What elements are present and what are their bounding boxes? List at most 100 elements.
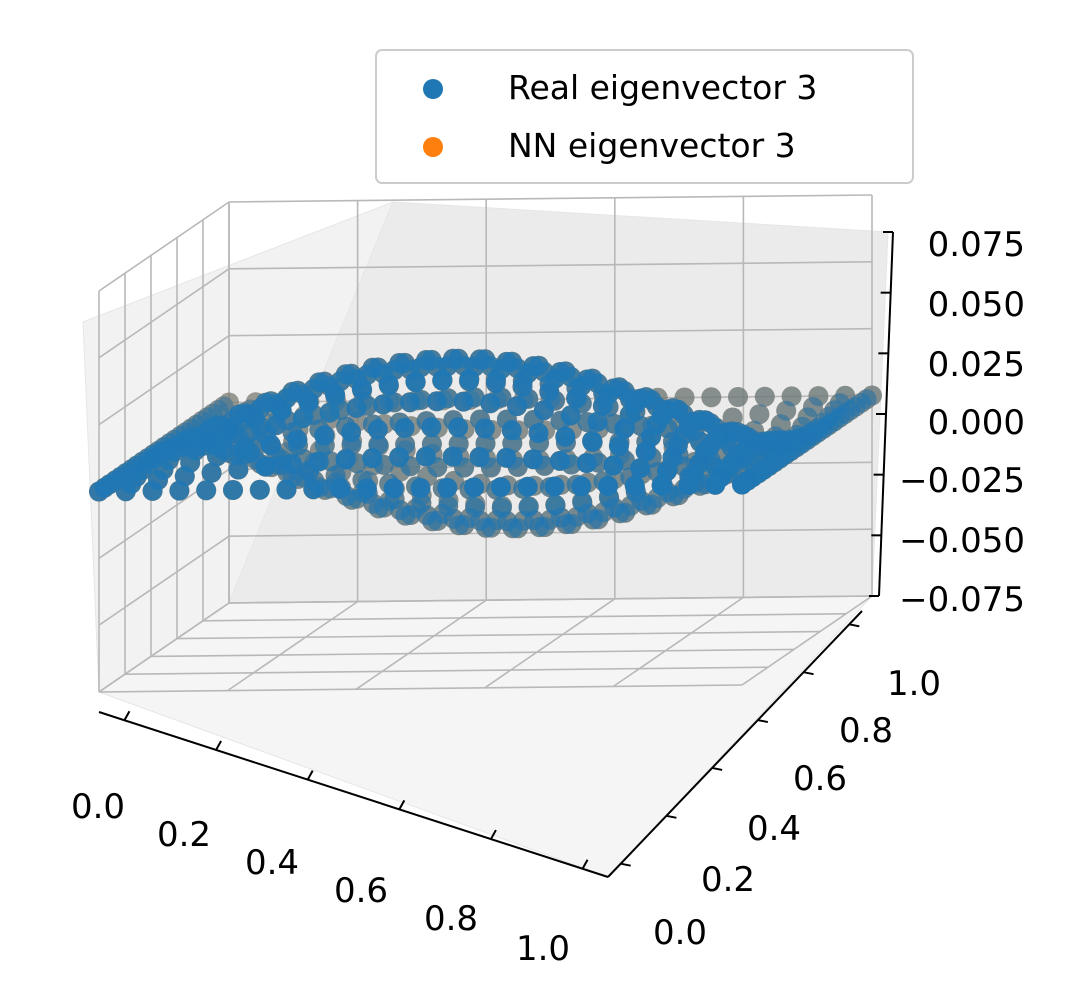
scatter-point <box>545 494 566 515</box>
y-tick-labels: 0.0 0.2 0.4 0.6 0.8 1.0 <box>653 664 941 953</box>
scatter-point <box>298 391 319 412</box>
scatter-point <box>754 386 775 407</box>
grid-line <box>484 598 616 689</box>
grid-line <box>228 327 873 337</box>
axis-tick <box>711 766 723 771</box>
scatter-point <box>335 449 356 470</box>
scatter-point <box>255 456 276 477</box>
grid-line <box>124 666 769 675</box>
scatter-point <box>549 450 570 471</box>
scatter-point <box>608 436 629 456</box>
z-tick-label: −0.025 <box>899 461 1025 501</box>
scatter-point <box>239 422 260 443</box>
grid-line <box>228 595 873 604</box>
axis-tick <box>757 719 769 724</box>
scatter-point <box>201 462 222 483</box>
scatter-point <box>233 440 254 461</box>
scatter-point <box>228 459 249 480</box>
axis-tick <box>620 862 631 867</box>
grid-line <box>228 194 873 203</box>
scatter-point <box>356 478 377 499</box>
scatter-point <box>115 481 136 502</box>
scatter-point <box>501 420 522 441</box>
scatter-point <box>432 370 453 391</box>
scatter-point <box>249 479 270 500</box>
scatter-point <box>400 392 420 413</box>
z-tick-label: 0.000 <box>928 403 1025 443</box>
scatter-point <box>411 493 432 514</box>
y-tick-label: 0.6 <box>793 759 847 799</box>
scatter-point <box>378 374 399 395</box>
scatter-point <box>465 497 485 518</box>
scatter-point <box>598 476 618 496</box>
scatter-point <box>405 371 426 392</box>
scatter-point <box>394 417 415 438</box>
grid-line <box>227 600 359 692</box>
grid-line <box>98 335 230 426</box>
scatter-point <box>635 441 656 462</box>
legend-marker-real <box>423 79 443 99</box>
scatter-point <box>614 418 635 439</box>
scatter-point <box>518 497 539 517</box>
legend-marker-nn <box>423 137 443 157</box>
grid-line <box>98 535 230 626</box>
x-tick-labels: 0.0 0.2 0.4 0.6 0.8 1.0 <box>71 787 570 969</box>
scatter-point <box>678 475 699 496</box>
scatter-point <box>571 476 592 497</box>
axis-tick <box>666 814 677 819</box>
scatter-point <box>196 480 217 501</box>
scatter-point <box>523 449 544 470</box>
grid-line <box>98 268 230 359</box>
scatter-point <box>367 419 388 440</box>
scatter-point <box>421 417 442 438</box>
scatter-point <box>415 446 436 467</box>
x-tick-label: 0.6 <box>334 871 388 911</box>
scatter-point <box>576 453 597 473</box>
axis-tick <box>803 671 814 676</box>
scatter-point <box>705 474 726 495</box>
scatter-point <box>266 415 286 436</box>
scatter-point <box>271 399 292 420</box>
axis-tick <box>215 740 222 751</box>
scatter-point <box>303 479 324 500</box>
scatter-point <box>566 388 587 409</box>
scatter-point <box>528 423 549 444</box>
scatter-point <box>512 376 533 397</box>
scatter-point <box>330 478 351 499</box>
scatter-point <box>459 371 479 392</box>
scatter-point <box>507 396 528 417</box>
scatter-point <box>448 417 469 438</box>
scatter-point <box>624 475 645 496</box>
x-tick-label: 0.4 <box>245 843 299 883</box>
scatter-point <box>453 391 474 412</box>
scatter-point <box>490 477 511 498</box>
z-tick-label: −0.075 <box>899 580 1025 620</box>
y-tick-label: 0.4 <box>747 809 801 849</box>
y-tick-label: 0.8 <box>839 711 893 751</box>
axis-tick <box>849 623 860 628</box>
scatter-point <box>517 476 538 497</box>
scatter-point <box>308 451 329 472</box>
grid-line <box>176 630 821 640</box>
series-real-points <box>89 348 882 539</box>
scatter-point <box>630 458 651 479</box>
scatter-point <box>373 394 394 415</box>
scatter-point <box>555 426 576 447</box>
scatter-point <box>701 387 722 408</box>
scatter-point <box>276 479 297 500</box>
scatter-point <box>728 387 748 407</box>
scatter-point <box>223 480 243 500</box>
scatter-point <box>319 402 340 423</box>
scatter-point <box>410 478 431 498</box>
axis-tick <box>398 799 406 810</box>
x-tick-label: 1.0 <box>516 929 570 969</box>
x-tick-label: 0.2 <box>157 815 211 855</box>
y-tick-label: 0.2 <box>701 860 755 900</box>
scatter-point <box>207 446 227 467</box>
scatter-point <box>480 393 501 414</box>
y-tick-label: 0.0 <box>653 913 707 953</box>
scatter-point <box>544 476 565 497</box>
scatter-point <box>282 453 302 474</box>
scatter-point <box>438 496 459 516</box>
